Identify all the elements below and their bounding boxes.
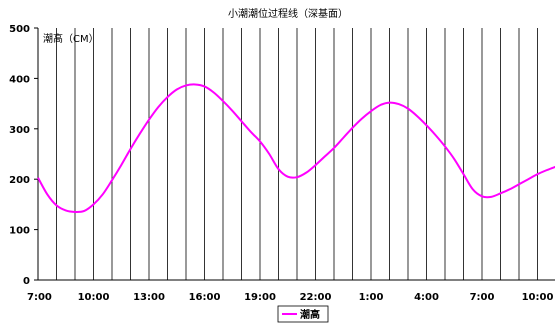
grid-lines <box>56 28 538 280</box>
y-tick-label: 400 <box>9 74 30 85</box>
series-layer <box>37 83 555 214</box>
x-tick-label: 10:00 <box>78 292 110 303</box>
y-tick-labels: 0 100 200 300 400 500 <box>9 24 38 287</box>
legend-label: 潮高 <box>300 308 320 321</box>
y-unit-label: 潮高（CM） <box>43 32 99 45</box>
x-tick-label: 22:00 <box>300 292 332 303</box>
y-tick-label: 200 <box>9 175 30 186</box>
x-tick-label: 16:00 <box>189 292 221 303</box>
x-tick-label: 1:00 <box>359 292 384 303</box>
y-tick-label: 0 <box>23 276 30 287</box>
y-tick-label: 100 <box>9 226 30 237</box>
x-tick-label: 7:00 <box>27 292 52 303</box>
x-tick-label: 7:00 <box>470 292 495 303</box>
x-tick-labels: 7:00 10:00 13:00 16:00 19:00 22:00 1:00 4:00 7:0… <box>27 292 553 303</box>
chart-title: 小潮潮位过程线（深基面） <box>228 7 348 20</box>
x-tick-label: 19:00 <box>244 292 276 303</box>
series-line-tide-height <box>37 83 555 214</box>
x-tick-label: 10:00 <box>522 292 554 303</box>
x-tick-label: 4:00 <box>414 292 439 303</box>
y-tick-label: 500 <box>9 24 30 35</box>
legend: 潮高 <box>277 305 329 323</box>
legend-box <box>277 305 329 323</box>
y-tick-label: 300 <box>9 125 30 136</box>
x-tick-label: 13:00 <box>133 292 165 303</box>
